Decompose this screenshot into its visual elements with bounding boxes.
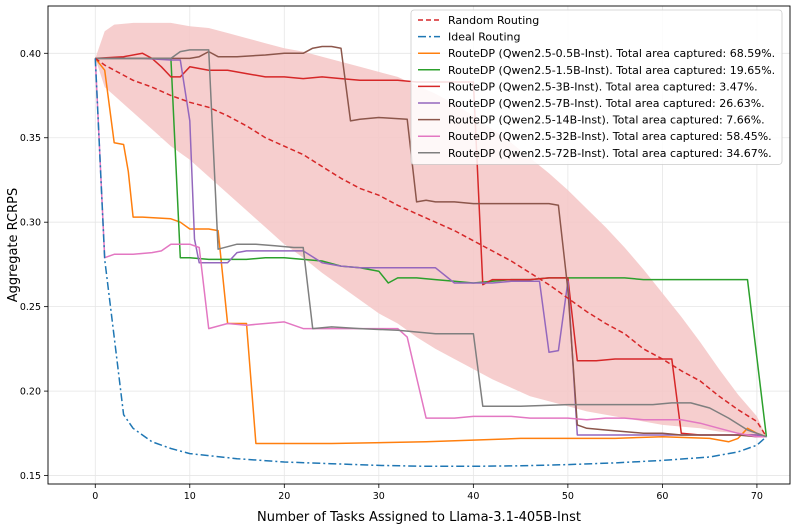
series-line-2	[94, 57, 767, 445]
y-tick-label: 0.20	[20, 387, 41, 398]
legend-entry: RouteDP (Qwen2.5-72B-Inst). Total area c…	[448, 147, 772, 160]
y-tick-label: 0.35	[20, 133, 41, 144]
x-axis-label: Number of Tasks Assigned to Llama-3.1-40…	[257, 510, 581, 525]
plot-area-frame	[47, 5, 791, 485]
x-tick-label: 40	[467, 491, 479, 502]
series-line-5	[95, 57, 767, 438]
legend: Random Routing Ideal Routing RouteDP (Qwen…	[410, 9, 783, 165]
series-lines	[94, 45, 768, 468]
legend-entry: RouteDP (Qwen2.5-1.5B-Inst). Total area …	[448, 64, 775, 77]
legend-entry: RouteDP (Qwen2.5-0.5B-Inst). Total area …	[448, 47, 775, 60]
x-tick-label: 0	[92, 491, 98, 502]
x-tick-label: 30	[373, 491, 385, 502]
series-line-3	[95, 57, 768, 437]
legend-entry: Random Routing	[448, 14, 539, 27]
series-line-1	[94, 58, 767, 468]
legend-box	[410, 9, 783, 165]
legend-entry: RouteDP (Qwen2.5-3B-Inst). Total area ca…	[448, 80, 758, 93]
series-line-0	[94, 57, 768, 438]
y-tick-label: 0.25	[20, 302, 41, 313]
random-routing-range-band	[95, 22, 767, 437]
x-tick-label: 70	[751, 491, 763, 502]
x-tick-label: 60	[656, 491, 668, 502]
legend-entry: RouteDP (Qwen2.5-7B-Inst). Total area ca…	[448, 97, 765, 110]
axis-ticks: 0 10 20 30 40 50 60 70 0.15 0.20 0.25 0.30 0.35 0.40	[20, 49, 763, 502]
x-tick-label: 50	[562, 491, 574, 502]
x-tick-label: 10	[184, 491, 196, 502]
series-line-7	[94, 58, 767, 438]
y-tick-label: 0.15	[20, 471, 41, 482]
series-line-6	[95, 45, 767, 438]
legend-entry: Ideal Routing	[448, 31, 520, 44]
legend-entry: RouteDP (Qwen2.5-14B-Inst). Total area c…	[448, 114, 765, 127]
legend-entry: RouteDP (Qwen2.5-32B-Inst). Total area c…	[448, 130, 772, 143]
y-tick-label: 0.30	[20, 218, 41, 229]
series-line-8	[95, 49, 767, 438]
y-axis-label: Aggregate RCRPS	[6, 188, 21, 303]
random-routing-band	[95, 22, 767, 437]
y-tick-label: 0.40	[20, 49, 41, 60]
x-tick-label: 20	[278, 491, 290, 502]
